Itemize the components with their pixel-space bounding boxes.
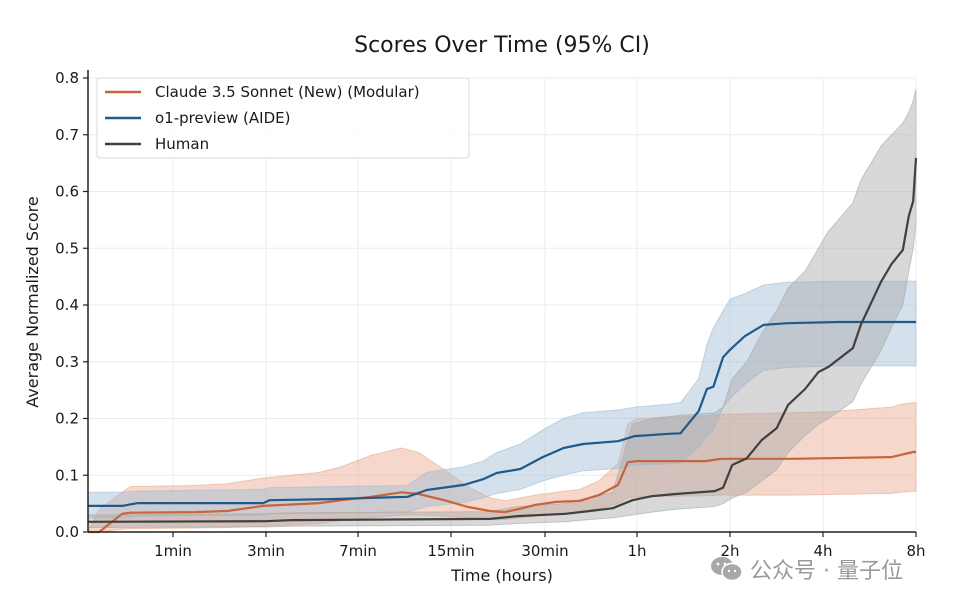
y-axis-label: Average Normalized Score	[23, 196, 42, 407]
watermark: 公众号 · 量子位	[710, 553, 903, 585]
x-tick-label: 3min	[247, 542, 285, 560]
watermark-text: 公众号 · 量子位	[750, 559, 903, 584]
y-tick-label: 0.6	[55, 183, 79, 201]
y-tick-label: 0.0	[55, 523, 79, 541]
chart-title: Scores Over Time (95% CI)	[354, 33, 650, 58]
series-line-0	[88, 450, 916, 534]
legend-label: Claude 3.5 Sonnet (New) (Modular)	[155, 83, 420, 101]
y-tick-label: 0.7	[55, 126, 79, 144]
x-tick-label: 4h	[813, 542, 832, 560]
legend-label: o1-preview (AIDE)	[155, 109, 290, 127]
x-tick-label: 8h	[906, 542, 925, 560]
y-tick-label: 0.1	[55, 466, 79, 484]
x-tick-label: 30min	[521, 542, 568, 560]
ci-band-1	[87, 280, 917, 519]
series-line-2	[87, 157, 918, 523]
axes: 0.0 0.1 0.2 0.3 0.4 0.5 0.6 0.7 0.8 1min 3min 7min 1…	[55, 69, 925, 560]
x-tick-label: 7min	[339, 542, 377, 560]
x-tick-label: 2h	[720, 542, 739, 560]
y-tick-label: 0.2	[55, 410, 79, 428]
series-lines	[87, 157, 918, 534]
x-tick-label: 1min	[154, 542, 192, 560]
legend-label: Human	[155, 135, 209, 153]
ci-band-2	[87, 89, 917, 529]
y-tick-label: 0.4	[55, 296, 79, 314]
wechat-icon	[710, 556, 744, 582]
legend-box	[96, 77, 470, 159]
y-tick-label: 0.5	[55, 239, 79, 257]
x-tick-label: 15min	[427, 542, 474, 560]
series-line-1	[88, 320, 916, 507]
x-tick-label: 1h	[627, 542, 646, 560]
legend: Claude 3.5 Sonnet (New) (Modular) o1-prev…	[96, 77, 470, 159]
y-tick-label: 0.8	[55, 69, 79, 87]
y-tick-label: 0.3	[55, 353, 79, 371]
x-axis-label: Time (hours)	[450, 566, 553, 585]
